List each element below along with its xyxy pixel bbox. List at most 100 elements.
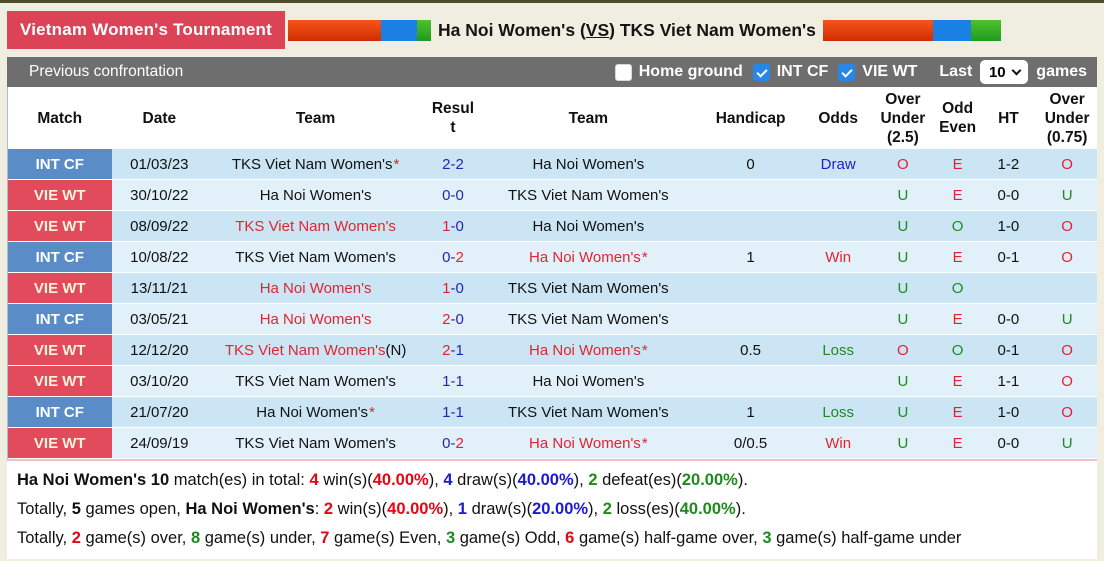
games-label: games	[1036, 63, 1087, 80]
chevron-down-icon	[1011, 65, 1022, 75]
summary-segment: 20.00%	[681, 471, 738, 489]
handicap-cell	[694, 366, 807, 397]
home-score: 0	[442, 186, 451, 204]
last-games-select[interactable]: 10	[980, 60, 1029, 84]
checkbox-label: INT CF	[776, 63, 829, 80]
top-header: Vietnam Women's Tournament Ha Noi Women'…	[7, 3, 1097, 57]
tournament-badge[interactable]: Vietnam Women's Tournament	[7, 11, 286, 49]
team-name: Ha Noi Women's	[259, 279, 372, 297]
checkbox-label: Home ground	[638, 63, 743, 80]
summary-segment: 40.00%	[387, 500, 444, 518]
handicap-cell: 0	[694, 149, 807, 180]
summary-segment: 2	[323, 500, 334, 518]
team-name: TKS Viet Nam Women's	[235, 434, 396, 452]
checkbox-unchecked[interactable]	[614, 63, 632, 81]
summary-segment: ),	[428, 471, 444, 489]
team-cell: TKS Viet Nam Women's	[481, 304, 695, 335]
home-score: 1	[442, 279, 451, 297]
over-under-25-cell-value: U	[897, 403, 909, 421]
odd-even-cell-value: E	[952, 434, 963, 452]
team-cell: TKS Viet Nam Women's	[207, 211, 425, 242]
team-name: Ha Noi Women's	[259, 186, 372, 204]
away-score: 0	[455, 217, 464, 235]
summary-segment: 1	[457, 500, 467, 518]
handicap-cell	[694, 273, 807, 304]
summary-segment: games open,	[80, 500, 186, 518]
result-cell: 2-2	[424, 149, 482, 180]
score-dash: -	[450, 341, 456, 359]
summary-segment: ),	[573, 471, 589, 489]
odd-even-cell: E	[935, 149, 980, 180]
team-cell: TKS Viet Nam Women's	[207, 366, 425, 397]
over-under-25-cell-value: U	[897, 310, 909, 328]
summary-line: Ha Noi Women's 10 match(es) in total: 4 …	[17, 466, 1097, 495]
checkbox-checked[interactable]	[752, 63, 770, 81]
summary-segment: game(s) half-game under	[771, 529, 962, 547]
odd-even-cell: E	[935, 242, 980, 273]
table-row: VIE WT 03/10/20 TKS Viet Nam Women's 1-1 Ha …	[8, 366, 1097, 397]
score-dash: -	[450, 310, 456, 328]
away-team-name: TKS Viet Nam Women's	[619, 19, 816, 40]
team-cell: TKS Viet Nam Women's	[207, 428, 425, 459]
over-under-25-cell: U	[870, 180, 936, 211]
filter-controls: Home ground INT CF VIE WT Last 10 games	[605, 60, 1097, 84]
summary-section: Ha Noi Women's 10 match(es) in total: 4 …	[7, 461, 1097, 559]
team-name: TKS Viet Nam Women's	[507, 403, 669, 421]
col-header-handicap: Handicap	[715, 109, 786, 127]
over-under-075-cell-value: U	[1061, 186, 1073, 204]
team-cell: Ha Noi Women's	[481, 149, 695, 180]
odd-even-cell-value: E	[952, 155, 963, 173]
summary-segment: 7	[320, 529, 330, 547]
vs-link[interactable]: VS	[585, 19, 610, 40]
summary-segment: 40.00%	[517, 471, 574, 489]
home-score: 2	[442, 310, 451, 328]
score-dash: -	[450, 372, 456, 390]
summary-segment: 40.00%	[679, 500, 736, 518]
away-score: 1	[455, 341, 464, 359]
checkbox-label: VIE WT	[862, 63, 918, 80]
team-cell: Ha Noi Women's *	[481, 335, 695, 366]
handicap-cell: 0/0.5	[694, 428, 807, 459]
home-star: *	[369, 403, 375, 421]
col-header-match: Match	[37, 109, 83, 127]
summary-segment: 6	[565, 529, 575, 547]
over-under-075-cell: U	[1037, 428, 1097, 459]
neutral-suffix: (N)	[385, 341, 407, 359]
checkbox-checked[interactable]	[838, 63, 856, 81]
over-under-25-cell: U	[870, 428, 936, 459]
summary-segment: 4	[309, 471, 319, 489]
over-under-25-cell: U	[870, 211, 936, 242]
date-cell: 12/12/20	[111, 335, 208, 366]
team-name: Ha Noi Women's	[259, 310, 372, 328]
flag-blue-segment	[932, 19, 971, 41]
summary-segment: game(s) Even,	[329, 529, 446, 547]
summary-segment: match(es) in total:	[169, 471, 310, 489]
home-score: 1	[442, 372, 451, 390]
table-row: VIE WT 24/09/19 TKS Viet Nam Women's 0-2 Ha …	[8, 428, 1097, 459]
odd-even-cell: E	[935, 397, 980, 428]
away-score: 2	[455, 248, 464, 266]
odds-cell	[806, 180, 871, 211]
over-under-25-cell: O	[870, 335, 936, 366]
table-row: VIE WT 12/12/20 TKS Viet Nam Women's (N) 2-1…	[8, 335, 1097, 366]
team-cell: TKS Viet Nam Women's	[481, 273, 695, 304]
ht-cell: 0-0	[979, 428, 1038, 459]
col-header-result: Resul t	[431, 100, 475, 136]
table-row: INT CF 21/07/20 Ha Noi Women's * 1-1 TKS Viet…	[8, 397, 1097, 428]
league-badge: VIE WT	[8, 335, 112, 366]
filter-option: Home ground	[614, 63, 743, 81]
summary-segment: win(s)(	[333, 500, 388, 518]
handicap-cell	[694, 211, 807, 242]
summary-segment: Totally,	[17, 500, 72, 518]
over-under-25-cell-value: U	[897, 279, 909, 297]
league-badge: VIE WT	[8, 273, 112, 304]
summary-segment: 3	[762, 529, 772, 547]
confrontation-table: Match Date Team Resul t Team Handicap Od…	[7, 87, 1097, 461]
summary-segment: :	[314, 500, 324, 518]
date-cell: 03/10/20	[111, 366, 208, 397]
odd-even-cell-value: E	[952, 248, 963, 266]
team-name: TKS Viet Nam Women's	[231, 155, 393, 173]
team-cell: TKS Viet Nam Women's *	[207, 149, 425, 180]
team-cell: Ha Noi Women's *	[481, 242, 695, 273]
team-name: Ha Noi Women's	[532, 217, 645, 235]
